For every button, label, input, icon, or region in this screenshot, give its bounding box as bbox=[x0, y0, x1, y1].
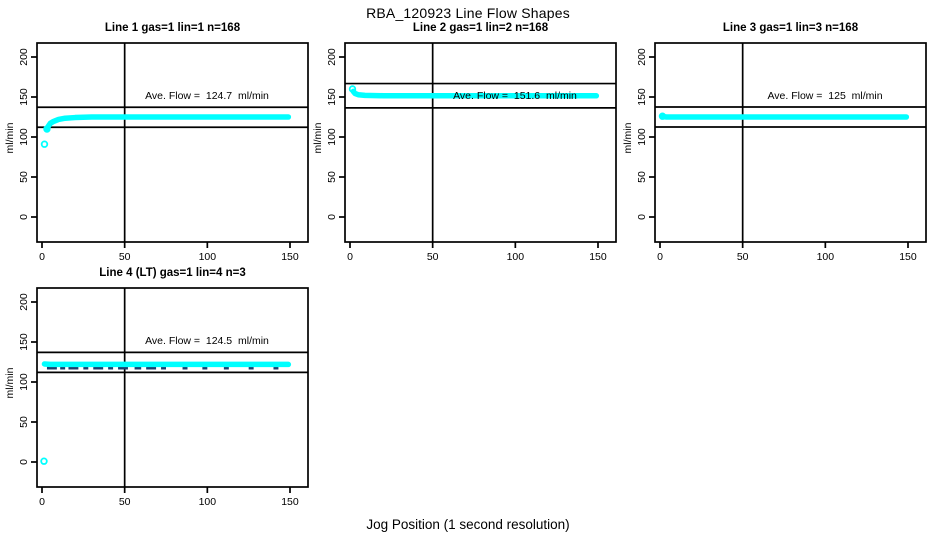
panel-title-line-2: Line 2 gas=1 lin=2 n=168 bbox=[412, 22, 549, 34]
svg-text:100: 100 bbox=[326, 128, 338, 146]
y-axis: 0 50 100 150 200 ml/min bbox=[4, 48, 37, 220]
flow-data-point bbox=[658, 112, 667, 120]
ave-flow-annotation-line-1: Ave. Flow = 124.7 ml/min bbox=[145, 90, 269, 102]
panel-title-line-4: Line 4 (LT) gas=1 lin=4 n=3 bbox=[99, 267, 246, 279]
x-axis: 0 50 100 150 bbox=[39, 242, 299, 263]
svg-text:150: 150 bbox=[281, 496, 299, 508]
figure-title: RBA_120923 Line Flow Shapes bbox=[366, 5, 570, 21]
x-axis: 0 50 100 150 bbox=[657, 242, 917, 263]
svg-text:150: 150 bbox=[636, 88, 648, 106]
y-axis-title: ml/min bbox=[4, 122, 16, 153]
svg-text:0: 0 bbox=[39, 496, 45, 508]
y-axis-title: ml/min bbox=[4, 367, 16, 398]
svg-text:0: 0 bbox=[636, 214, 648, 220]
x-axis: 0 50 100 150 bbox=[39, 487, 299, 508]
svg-text:0: 0 bbox=[347, 251, 353, 263]
svg-text:200: 200 bbox=[18, 293, 30, 311]
panel-title-line-1: Line 1 gas=1 lin=1 n=168 bbox=[104, 22, 241, 34]
plot-area-line-4: 0 50 100 150 200 ml/min 0 50 100 150 bbox=[4, 287, 309, 508]
plot-area-line-3: 0 50 100 150 200 ml/min 0 50 100 150 bbox=[622, 42, 927, 263]
panel-line-2: Line 2 gas=1 lin=2 n=168 0 50 100 150 200 ml/… bbox=[308, 20, 626, 265]
flow-data-point bbox=[348, 85, 357, 93]
ave-flow-annotation-line-4: Ave. Flow = 124.5 ml/min bbox=[145, 335, 269, 347]
svg-text:100: 100 bbox=[199, 496, 217, 508]
panel-line-3: Line 3 gas=1 lin=3 n=168 0 50 100 150 200 ml/… bbox=[618, 20, 936, 265]
y-axis: 0 50 100 150 200 ml/min bbox=[312, 48, 345, 220]
flow-data-point bbox=[40, 140, 49, 148]
plot-box bbox=[654, 42, 927, 243]
svg-text:100: 100 bbox=[199, 251, 217, 263]
panel-title-line-3: Line 3 gas=1 lin=3 n=168 bbox=[722, 22, 859, 34]
ave-flow-annotation-line-2: Ave. Flow = 151.6 ml/min bbox=[453, 90, 577, 102]
svg-text:50: 50 bbox=[737, 251, 749, 263]
svg-text:0: 0 bbox=[39, 251, 45, 263]
plot-box bbox=[36, 42, 309, 243]
y-axis-title: ml/min bbox=[312, 122, 324, 153]
svg-text:150: 150 bbox=[18, 333, 30, 351]
flow-data-point bbox=[43, 125, 51, 133]
svg-text:50: 50 bbox=[18, 416, 30, 428]
svg-text:150: 150 bbox=[281, 251, 299, 263]
svg-text:100: 100 bbox=[636, 128, 648, 146]
x-axis: 0 50 100 150 bbox=[347, 242, 607, 263]
svg-text:0: 0 bbox=[326, 214, 338, 220]
svg-text:150: 150 bbox=[589, 251, 607, 263]
svg-text:50: 50 bbox=[119, 251, 131, 263]
svg-text:50: 50 bbox=[636, 171, 648, 183]
svg-text:50: 50 bbox=[427, 251, 439, 263]
svg-text:200: 200 bbox=[18, 48, 30, 66]
svg-text:100: 100 bbox=[817, 251, 835, 263]
svg-text:150: 150 bbox=[18, 88, 30, 106]
flow-data-point bbox=[40, 457, 48, 465]
svg-text:100: 100 bbox=[18, 373, 30, 391]
panel-line-1: Line 1 gas=1 lin=1 n=168 0 50 100 150 200 ml/… bbox=[0, 20, 318, 265]
svg-text:0: 0 bbox=[18, 459, 30, 465]
svg-text:0: 0 bbox=[18, 214, 30, 220]
svg-text:200: 200 bbox=[326, 48, 338, 66]
svg-text:150: 150 bbox=[326, 88, 338, 106]
svg-text:50: 50 bbox=[18, 171, 30, 183]
y-axis-title: ml/min bbox=[622, 122, 634, 153]
flow-data-band bbox=[350, 88, 600, 99]
svg-text:50: 50 bbox=[326, 171, 338, 183]
svg-text:0: 0 bbox=[657, 251, 663, 263]
y-axis: 0 50 100 150 200 ml/min bbox=[622, 48, 655, 220]
plot-area-line-1: 0 50 100 150 200 ml/min 0 50 100 150 bbox=[4, 42, 309, 263]
ave-flow-annotation-line-3: Ave. Flow = 125 ml/min bbox=[767, 90, 883, 102]
svg-text:50: 50 bbox=[119, 496, 131, 508]
svg-text:150: 150 bbox=[899, 251, 917, 263]
svg-text:100: 100 bbox=[18, 128, 30, 146]
x-axis-label: Jog Position (1 second resolution) bbox=[366, 517, 570, 532]
svg-text:200: 200 bbox=[636, 48, 648, 66]
svg-text:100: 100 bbox=[507, 251, 525, 263]
y-axis: 0 50 100 150 200 ml/min bbox=[4, 293, 37, 465]
plot-box bbox=[344, 42, 617, 243]
plot-box bbox=[36, 287, 309, 488]
flow-data-band bbox=[44, 114, 292, 132]
plot-area-line-2: 0 50 100 150 200 ml/min 0 50 100 150 bbox=[312, 42, 617, 263]
panel-line-4: Line 4 (LT) gas=1 lin=4 n=3 0 50 100 150 200… bbox=[0, 265, 318, 510]
